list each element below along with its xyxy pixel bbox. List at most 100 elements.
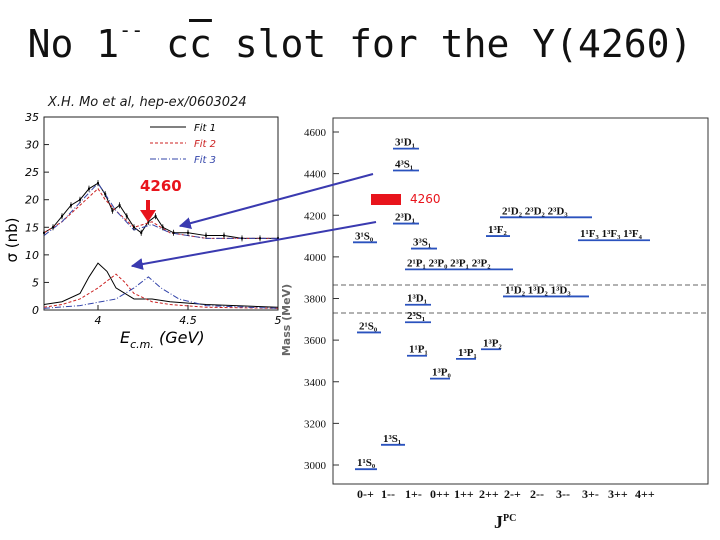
reference-citation: X.H. Mo et al, hep-ex/0603024	[46, 95, 249, 110]
legend-fit3: Fit 3	[194, 155, 216, 166]
cross-section-ylabel: σ (nb)	[3, 217, 21, 262]
jpc-main: J	[494, 512, 503, 532]
data-point	[205, 234, 207, 237]
y-tick-label: 20	[25, 194, 39, 207]
jpc-category: 2++	[479, 487, 499, 501]
title-prefix: No 1	[27, 22, 120, 66]
jpc-category: 1+-	[405, 487, 422, 501]
data-point	[154, 215, 157, 218]
state-label: 3¹D₁	[395, 137, 415, 149]
legend-fit1: Fit 1	[194, 123, 216, 134]
xlabel-main: E	[120, 328, 131, 347]
cross-section-legend: Fit 1 Fit 2 Fit 3	[150, 123, 216, 166]
y-tick-label: 30	[25, 139, 39, 152]
mass-tick-label: 3600	[304, 335, 327, 347]
mass-tick-label: 4200	[304, 210, 327, 222]
data-point	[241, 237, 243, 240]
mass-tick-label: 3400	[304, 377, 327, 389]
data-point	[104, 193, 107, 196]
data-point	[187, 231, 189, 234]
title-suffix: slot for the Y(4260)	[211, 22, 693, 66]
title-superscript: --	[119, 18, 144, 42]
annotation-4260-left: 4260	[140, 177, 182, 195]
data-point	[140, 231, 143, 234]
y-tick-label: 10	[25, 249, 39, 262]
cross-section-plot-area	[43, 116, 279, 311]
state-label: 1³P₂	[483, 337, 503, 349]
data-point	[125, 215, 128, 218]
y-tick-label: 25	[25, 166, 39, 179]
component-curve	[43, 262, 279, 308]
data-point	[43, 231, 45, 234]
mass-tick-label: 3800	[304, 294, 327, 306]
state-label: 1³F₂	[488, 224, 508, 236]
jpc-category: 3++	[608, 487, 628, 501]
data-point	[161, 226, 164, 229]
title-middle: c	[143, 22, 190, 66]
mass-tick-label: 4000	[304, 252, 327, 264]
x-tick-label: 4	[95, 314, 102, 327]
annotation-marker-head	[140, 210, 156, 222]
mass-tick-label: 4400	[304, 169, 327, 181]
y-tick-label: 15	[25, 221, 39, 234]
state-label: 1³D₁	[407, 293, 427, 305]
spectrum-ylabel: Mass (MeV)	[280, 284, 293, 356]
y-tick-label: 35	[25, 111, 39, 124]
cross-section-components	[43, 262, 279, 309]
state-label: 4³S₁	[395, 159, 413, 171]
jpc-category: 1--	[381, 487, 395, 501]
state-label: 1¹F₃ 1³F₃ 1³F₄	[580, 228, 643, 240]
jpc-category: 2--	[530, 487, 544, 501]
spectrum-xlabel: JPC	[494, 512, 516, 532]
spectrum-plot-frame	[332, 117, 709, 485]
jpc-category: 3+-	[582, 487, 599, 501]
arrow-to-component-peak	[130, 221, 377, 270]
data-point	[52, 226, 54, 229]
data-point	[223, 234, 225, 237]
xlabel-sub: c.m.	[130, 338, 154, 351]
state-label: 2¹S₀	[359, 320, 378, 332]
y-tick-label: 5	[32, 276, 39, 289]
data-point	[118, 204, 121, 207]
state-label: 1¹S₀	[357, 457, 376, 469]
data-point	[88, 187, 90, 190]
state-label: 3¹S₀	[355, 230, 374, 242]
jpc-sup: PC	[503, 513, 516, 524]
data-point	[70, 204, 72, 207]
cross-section-data-points	[43, 180, 279, 242]
x-tick-label: 5	[275, 314, 282, 327]
data-point	[133, 226, 135, 229]
data-point	[277, 237, 279, 240]
title-cbar: c	[189, 22, 212, 66]
state-label: 1³P₁	[458, 347, 477, 359]
mass-tick-label: 3000	[304, 460, 327, 472]
data-point	[97, 182, 99, 185]
state-label: 2³S₁	[407, 310, 425, 322]
cross-section-y-ticks: 0 5 10 15 20 25 30 35	[25, 111, 49, 317]
state-label: 2¹P₁ 2³P₀ 2³P₁ 2³P₂	[407, 257, 491, 269]
state-label: 1³S₁	[383, 433, 401, 445]
data-point	[259, 237, 261, 240]
cross-section-xlabel: Ec.m. (GeV)	[120, 328, 205, 351]
component-curve	[43, 273, 279, 309]
state-label: 1¹D₂ 1³D₂ 1³D₃	[505, 284, 571, 296]
data-point	[61, 215, 63, 218]
data-point	[172, 231, 175, 234]
jpc-category: 0++	[430, 487, 450, 501]
spectrum-background	[286, 108, 720, 540]
data-point	[147, 220, 150, 223]
mass-tick-label: 4600	[304, 127, 327, 139]
cross-section-ylabel-text: σ (nb)	[3, 217, 21, 262]
cross-section-x-ticks: 4 4.5 5	[95, 305, 282, 327]
data-point	[79, 198, 81, 201]
state-label: 1³P₀	[432, 367, 452, 379]
series-line-fit2	[43, 187, 278, 239]
xlabel-unit: (GeV)	[154, 328, 205, 347]
spectrum-levels	[353, 147, 650, 471]
arrow-to-fit-peak	[178, 173, 374, 229]
component-curve	[43, 276, 279, 309]
slide-title: No 1-- cc slot for the Y(4260)	[0, 18, 720, 66]
mass-tick-label: 3200	[304, 418, 327, 430]
